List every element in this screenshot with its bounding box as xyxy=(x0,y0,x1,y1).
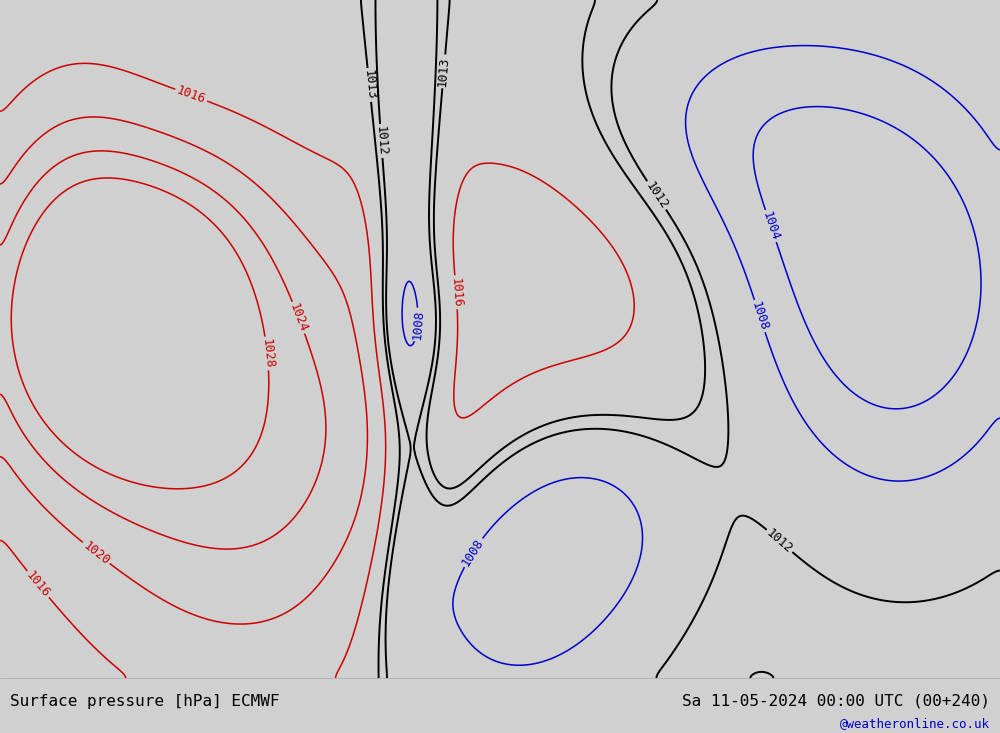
Text: @weatheronline.co.uk: @weatheronline.co.uk xyxy=(840,718,990,730)
Text: Surface pressure [hPa] ECMWF: Surface pressure [hPa] ECMWF xyxy=(10,693,280,709)
Text: 1012: 1012 xyxy=(764,526,795,556)
Text: Sa 11-05-2024 00:00 UTC (00+240): Sa 11-05-2024 00:00 UTC (00+240) xyxy=(682,693,990,709)
Text: 1024: 1024 xyxy=(287,301,310,334)
Text: 1016: 1016 xyxy=(24,569,53,600)
Text: 1004: 1004 xyxy=(760,210,782,243)
Text: 1016: 1016 xyxy=(449,277,464,308)
Text: 1016: 1016 xyxy=(175,84,208,106)
Text: 1028: 1028 xyxy=(259,338,275,369)
Text: 1008: 1008 xyxy=(459,537,486,569)
Text: 1013: 1013 xyxy=(436,56,452,87)
Text: 1012: 1012 xyxy=(374,125,389,156)
Text: 1008: 1008 xyxy=(749,300,771,332)
Text: 1012: 1012 xyxy=(643,180,670,212)
Text: 1013: 1013 xyxy=(361,70,377,100)
Text: 1020: 1020 xyxy=(80,539,112,567)
Text: 1008: 1008 xyxy=(410,309,425,340)
